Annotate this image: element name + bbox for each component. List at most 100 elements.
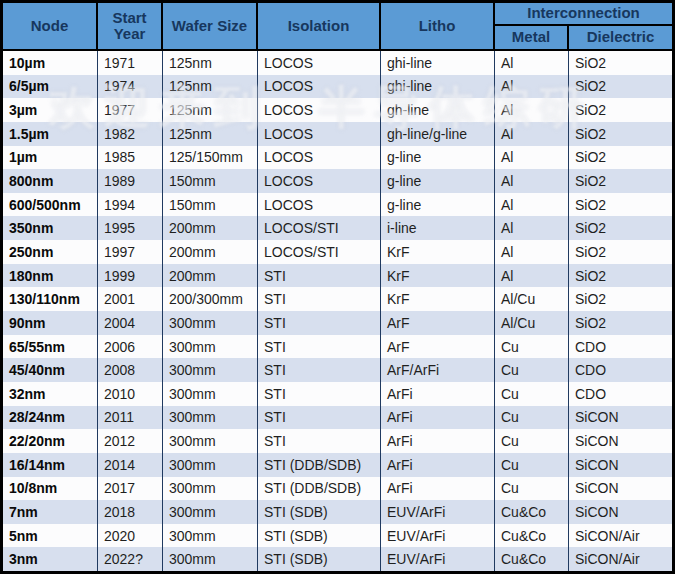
cell-start-year: 1977 (98, 98, 163, 122)
cell-metal: Al (495, 75, 569, 99)
table-row: 1.5µm1982125nmLOCOSgh-line/g-lineAlSiO2 (3, 122, 672, 146)
cell-dielectric: SiO2 (569, 216, 672, 240)
table-row: 10µm1971125nmLOCOSghi-lineAlSiO2 (3, 51, 672, 75)
cell-litho: ArFi (381, 429, 495, 453)
cell-node: 22/20nm (3, 429, 98, 453)
column-group-header-interconnection: Interconnection (495, 3, 672, 26)
column-header-wafer-size: Wafer Size (163, 3, 258, 49)
table-row: 3nm2022?300mmSTI (SDB)EUV/ArFiCu&CoSiCON… (3, 547, 672, 571)
cell-isolation: STI (DDB/SDB) (258, 453, 381, 477)
cell-isolation: STI (258, 358, 381, 382)
cell-start-year: 2008 (98, 358, 163, 382)
cell-node: 7nm (3, 500, 98, 524)
column-header-start-year: Start Year (98, 3, 163, 49)
cell-dielectric: SiO2 (569, 75, 672, 99)
table-row: 600/500nm1994150mmLOCOSg-lineAlSiO2 (3, 193, 672, 217)
table-row: 1µm1985125/150mmLOCOSg-lineAlSiO2 (3, 146, 672, 170)
cell-litho: g-line (381, 193, 495, 217)
cell-dielectric: SiCON (569, 406, 672, 430)
cell-metal: Al/Cu (495, 311, 569, 335)
cell-metal: Al (495, 146, 569, 170)
cell-metal: Cu&Co (495, 500, 569, 524)
cell-metal: Al (495, 98, 569, 122)
cell-start-year: 1989 (98, 169, 163, 193)
cell-litho: EUV/ArFi (381, 524, 495, 548)
table-row: 180nm1999200mmSTIKrFAlSiO2 (3, 264, 672, 288)
cell-litho: ghi-line (381, 51, 495, 75)
cell-wafer-size: 300mm (163, 524, 258, 548)
cell-litho: EUV/ArFi (381, 500, 495, 524)
cell-isolation: LOCOS (258, 75, 381, 99)
cell-start-year: 2014 (98, 453, 163, 477)
cell-node: 3nm (3, 547, 98, 571)
cell-start-year: 1997 (98, 240, 163, 264)
cell-wafer-size: 300mm (163, 547, 258, 571)
cell-isolation: STI (258, 311, 381, 335)
cell-start-year: 2012 (98, 429, 163, 453)
cell-isolation: LOCOS/STI (258, 240, 381, 264)
cell-isolation: STI (SDB) (258, 500, 381, 524)
cell-litho: ArF/ArFi (381, 358, 495, 382)
cell-wafer-size: 150mm (163, 169, 258, 193)
cell-start-year: 2004 (98, 311, 163, 335)
cell-wafer-size: 125nm (163, 51, 258, 75)
cell-dielectric: SiO2 (569, 146, 672, 170)
cell-litho: ArFi (381, 382, 495, 406)
cell-isolation: LOCOS (258, 146, 381, 170)
cell-dielectric: SiO2 (569, 240, 672, 264)
cell-litho: gh-line/g-line (381, 122, 495, 146)
table-row: 10/8nm2017300mmSTI (DDB/SDB)ArFiCuSiCON (3, 477, 672, 501)
table-body: 10µm1971125nmLOCOSghi-lineAlSiO26/5µm197… (3, 51, 672, 571)
cell-start-year: 1982 (98, 122, 163, 146)
cell-wafer-size: 200mm (163, 216, 258, 240)
cell-node: 32nm (3, 382, 98, 406)
cell-node: 800nm (3, 169, 98, 193)
cell-node: 1.5µm (3, 122, 98, 146)
cell-metal: Cu (495, 358, 569, 382)
cell-dielectric: CDO (569, 335, 672, 359)
cell-node: 65/55nm (3, 335, 98, 359)
table-row: 5nm2020300mmSTI (SDB)EUV/ArFiCu&CoSiCON/… (3, 524, 672, 548)
cell-start-year: 2006 (98, 335, 163, 359)
cell-litho: KrF (381, 240, 495, 264)
cell-isolation: STI (258, 287, 381, 311)
cell-litho: KrF (381, 287, 495, 311)
cell-metal: Cu&Co (495, 524, 569, 548)
cell-dielectric: CDO (569, 358, 672, 382)
cell-isolation: STI (258, 382, 381, 406)
cell-dielectric: SiO2 (569, 311, 672, 335)
cell-start-year: 2022? (98, 547, 163, 571)
cell-isolation: STI (DDB/SDB) (258, 477, 381, 501)
table-row: 3µm1977125nmLOCOSgh-lineAlSiO2 (3, 98, 672, 122)
cell-litho: ArFi (381, 406, 495, 430)
cell-node: 5nm (3, 524, 98, 548)
cell-isolation: LOCOS (258, 98, 381, 122)
cell-node: 250nm (3, 240, 98, 264)
cell-isolation: STI (258, 406, 381, 430)
cell-metal: Al (495, 169, 569, 193)
cell-litho: g-line (381, 169, 495, 193)
cell-start-year: 1974 (98, 75, 163, 99)
cell-metal: Al (495, 240, 569, 264)
cell-metal: Cu (495, 477, 569, 501)
cell-wafer-size: 300mm (163, 406, 258, 430)
cell-node: 28/24nm (3, 406, 98, 430)
cell-wafer-size: 125nm (163, 122, 258, 146)
cell-wafer-size: 125nm (163, 75, 258, 99)
cell-isolation: LOCOS/STI (258, 216, 381, 240)
process-node-table: Node Start Year Wafer Size Isolation Lit… (0, 0, 675, 574)
table-row: 22/20nm2012300mmSTIArFiCuSiCON (3, 429, 672, 453)
cell-litho: ArFi (381, 477, 495, 501)
cell-metal: Cu (495, 382, 569, 406)
cell-isolation: STI (258, 264, 381, 288)
column-header-metal: Metal (495, 26, 569, 49)
table-row: 350nm1995200mmLOCOS/STIi-lineAlSiO2 (3, 216, 672, 240)
table-row: 130/110nm2001200/300mmSTIKrFAl/CuSiO2 (3, 287, 672, 311)
cell-start-year: 1994 (98, 193, 163, 217)
cell-start-year: 2001 (98, 287, 163, 311)
cell-start-year: 2018 (98, 500, 163, 524)
cell-metal: Al/Cu (495, 287, 569, 311)
cell-dielectric: SiO2 (569, 287, 672, 311)
cell-wafer-size: 200mm (163, 240, 258, 264)
cell-wafer-size: 300mm (163, 311, 258, 335)
